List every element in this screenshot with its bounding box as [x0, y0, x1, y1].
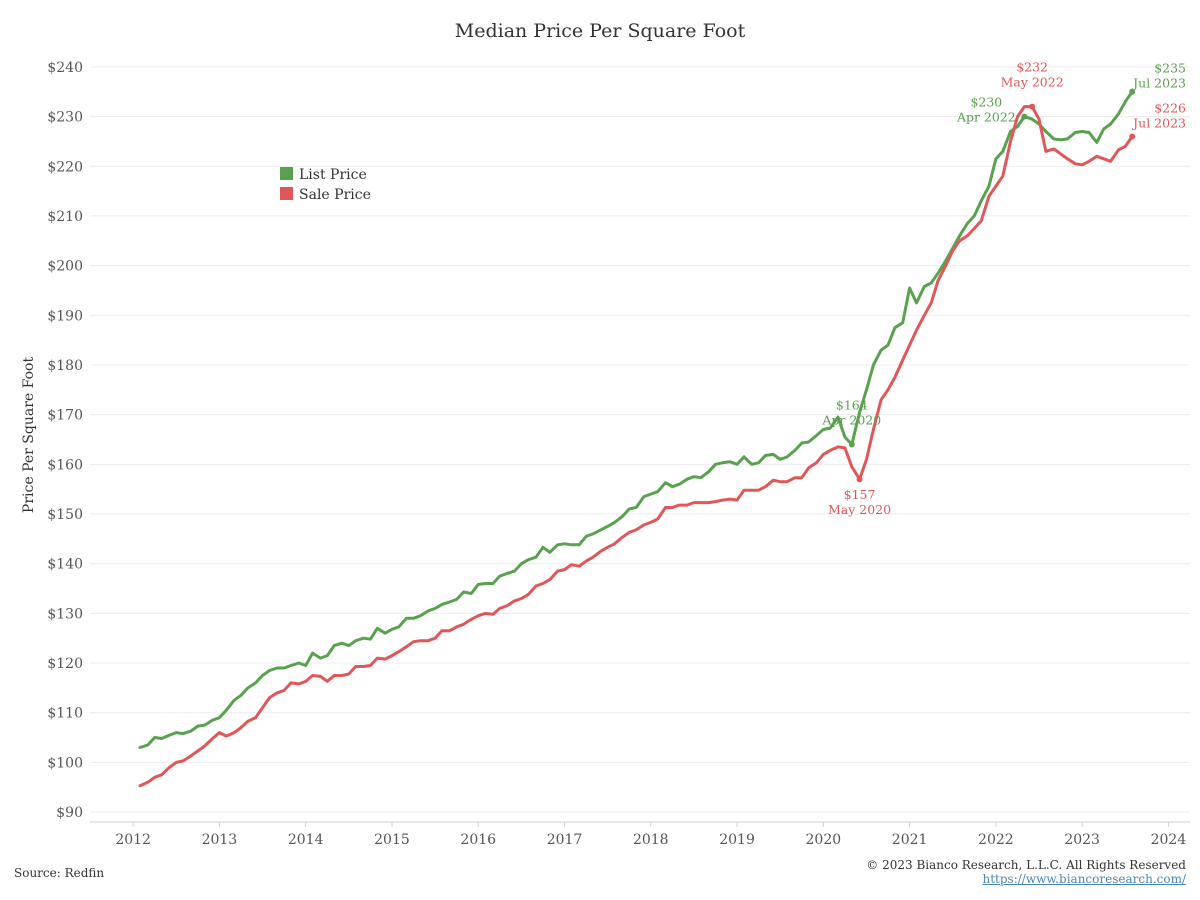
annotation-value: $232 — [1016, 60, 1048, 75]
series-line-list-price — [138, 90, 1134, 749]
y-tick-label: $170 — [47, 408, 83, 424]
x-tick-label: 2018 — [633, 832, 669, 848]
y-tick-label: $140 — [47, 557, 83, 573]
grid — [90, 66, 1190, 813]
annotation-marker — [856, 476, 863, 483]
x-tick-label: 2016 — [460, 832, 496, 848]
y-tick-label: $90 — [56, 805, 83, 821]
annotation-date: May 2022 — [1001, 75, 1064, 90]
y-axis: $90 $100 $110 $120 $130 $140 $150 $160 $170 $180 $… — [47, 60, 83, 821]
y-tick-label: $220 — [47, 159, 83, 175]
annotation-marker — [1129, 133, 1136, 140]
legend-label-list-price: List Price — [299, 167, 367, 183]
x-tick-label: 2024 — [1151, 832, 1187, 848]
y-tick-label: $120 — [47, 656, 83, 672]
y-tick-label: $230 — [47, 110, 83, 126]
annotation-value: $235 — [1154, 61, 1186, 76]
annotation-date: Apr 2022 — [956, 110, 1016, 125]
annotation-date: Jul 2023 — [1131, 115, 1186, 130]
annotation-date: May 2020 — [828, 502, 891, 517]
y-tick-label: $110 — [47, 706, 83, 722]
y-tick-label: $100 — [47, 755, 83, 771]
annotation-value: $226 — [1154, 100, 1186, 115]
annotation-marker — [848, 441, 855, 448]
x-tick-label: 2023 — [1064, 832, 1100, 848]
x-tick-label: 2013 — [202, 832, 238, 848]
series-line-sale-price — [138, 105, 1134, 788]
x-tick-label: 2022 — [978, 832, 1014, 848]
footer-credits: © 2023 Bianco Research, L.L.C. All Right… — [866, 858, 1186, 886]
y-tick-label: $130 — [47, 606, 83, 622]
source-note: Source: Redfin — [14, 866, 105, 880]
legend-swatch-list-price — [280, 167, 293, 180]
annotation-date: Apr 2020 — [821, 412, 881, 427]
annotation-marker — [1029, 103, 1036, 110]
x-tick-label: 2020 — [806, 832, 842, 848]
y-tick-label: $190 — [47, 308, 83, 324]
annotation-marker — [1021, 113, 1028, 120]
y-tick-label: $240 — [47, 60, 83, 76]
legend-label-sale-price: Sale Price — [299, 187, 371, 203]
x-tick-label: 2021 — [892, 832, 928, 848]
series-lines — [138, 90, 1134, 788]
y-tick-label: $180 — [47, 358, 83, 374]
y-tick-label: $210 — [47, 209, 83, 225]
annotation-date: Jul 2023 — [1131, 76, 1186, 91]
legend-swatch-sale-price — [280, 187, 293, 200]
x-axis: 2012 2013 2014 2015 2016 2017 2018 2019 2020 2021… — [90, 821, 1190, 848]
y-axis-label: Price Per Square Foot — [21, 357, 37, 514]
legend: List Price Sale Price — [280, 167, 371, 203]
y-tick-label: $160 — [47, 457, 83, 473]
annotation-value: $230 — [970, 95, 1002, 110]
x-tick-label: 2017 — [547, 832, 583, 848]
chart-title: Median Price Per Square Foot — [455, 20, 746, 42]
annotation-marker — [1129, 88, 1136, 95]
copyright-text: © 2023 Bianco Research, L.L.C. All Right… — [866, 858, 1186, 872]
x-tick-label: 2015 — [374, 832, 410, 848]
y-tick-label: $150 — [47, 507, 83, 523]
x-tick-label: 2012 — [115, 832, 151, 848]
y-tick-label: $200 — [47, 259, 83, 275]
annotation-value: $157 — [844, 487, 876, 502]
x-tick-label: 2019 — [719, 832, 755, 848]
x-tick-label: 2014 — [288, 832, 324, 848]
website-link[interactable]: https://www.biancoresearch.com/ — [982, 872, 1186, 886]
annotation-value: $164 — [836, 397, 868, 412]
